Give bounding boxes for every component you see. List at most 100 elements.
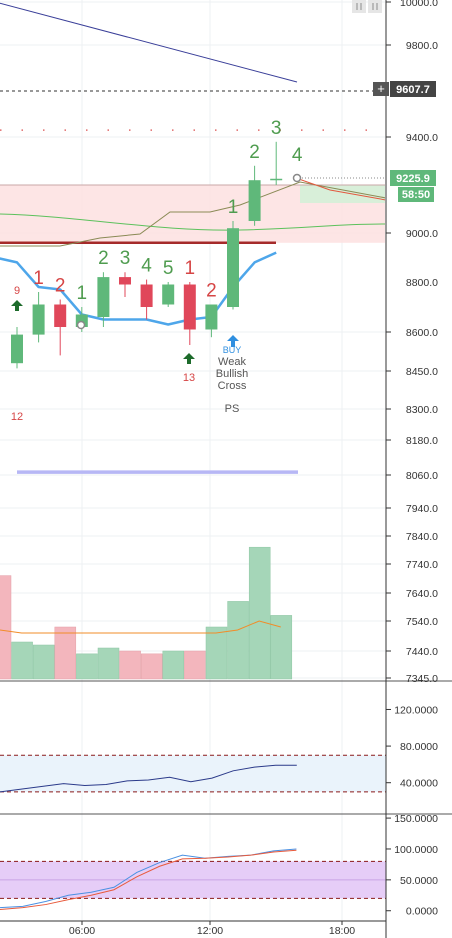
stochastic-tick-label: 150.0000 (394, 813, 438, 825)
candle-body[interactable] (140, 284, 153, 308)
price-tick-label: 7345.0 (406, 673, 438, 685)
candle-body[interactable] (32, 304, 45, 335)
time-tick-label: 06:00 (69, 925, 95, 937)
volume-bar (248, 546, 271, 680)
last-price: 9225.9 (396, 173, 430, 185)
candle-body[interactable] (205, 304, 218, 330)
alert-circle-icon[interactable] (292, 173, 302, 183)
bar-countdown: 58:50 (402, 189, 430, 201)
candle-body[interactable] (248, 180, 261, 221)
crosshair-price-box (390, 81, 436, 97)
chart-grid (0, 0, 386, 920)
volume-bars (0, 546, 293, 680)
candle-body[interactable] (162, 284, 175, 305)
oscillator-tick-label: 120.0000 (394, 704, 438, 716)
volume-bar (205, 626, 228, 680)
volume-bar (32, 644, 55, 680)
price-tick-label: 7940.0 (406, 503, 438, 515)
candle-body[interactable] (54, 304, 67, 328)
lagging-line (0, 181, 385, 247)
price-tick-label: 8600.0 (406, 327, 438, 339)
axis-price-labels: + 9607.7 9225.9 58:50 (373, 81, 436, 202)
plus-icon: + (377, 81, 385, 96)
volume-bar (11, 641, 33, 680)
small-count-label: 9 (14, 285, 20, 297)
td-count-label: 2 (98, 248, 109, 269)
td-count-label: 5 (163, 258, 174, 279)
price-tick-label: 8450.0 (406, 366, 438, 378)
oscillator-panel[interactable]: 120.0000 80.0000 40.0000 (0, 704, 438, 793)
stochastic-panel[interactable]: 150.0000 100.0000 50.0000 0.0000 (0, 813, 438, 918)
indicator-visibility-icon[interactable] (352, 0, 366, 13)
crosshair-plus-box[interactable] (373, 82, 389, 96)
overlay-lines (0, 2, 385, 474)
weak-label: Weak (218, 356, 246, 368)
up-arrow-icon (183, 353, 195, 364)
price-tick-label: 8800.0 (406, 277, 438, 289)
volume-ma-line (0, 620, 281, 634)
candle-body[interactable] (227, 228, 239, 307)
price-tick-label: 8060.0 (406, 470, 438, 482)
price-tick-label: 9400.0 (406, 132, 438, 144)
td-count-label: 2 (206, 281, 217, 302)
price-axis[interactable]: 10000.0 9800.0 9400.0 9000.0 8600.0 8450.0 830… (385, 0, 438, 938)
volume-bar (270, 615, 293, 680)
candle-body[interactable] (97, 277, 110, 317)
volume-bar (227, 601, 249, 680)
buy-label: BUY (223, 345, 242, 355)
volume-bar (76, 653, 98, 680)
price-tick-label: 7740.0 (406, 559, 438, 571)
td-count-label: 1 (33, 268, 44, 289)
td-count-label: 3 (120, 248, 131, 269)
volume-bar (184, 650, 206, 680)
time-axis[interactable]: 06:00 12:00 18:00 (0, 920, 386, 937)
td-count-label: 1 (185, 258, 196, 279)
candle-body[interactable] (11, 334, 23, 364)
volume-bar (0, 575, 12, 680)
cloud-fill-bullish (300, 185, 385, 203)
cloud-band (0, 184, 385, 243)
td-count-label: 1 (228, 197, 239, 218)
cross-label: Cross (218, 380, 247, 392)
td-count-label: 4 (141, 256, 152, 277)
candle-body[interactable] (119, 277, 131, 285)
stochastic-tick-label: 50.0000 (400, 875, 438, 887)
volume-bar (54, 626, 77, 680)
small-count-label: 13 (183, 372, 195, 384)
indicator-lock-icon[interactable] (368, 0, 382, 13)
oscillator-line (0, 764, 297, 793)
alert-circle-icon[interactable] (76, 320, 86, 330)
price-tick-label: 8300.0 (406, 404, 438, 416)
signal-annotations: 9 12 13 BUY Weak Bullish Cross PS (11, 173, 302, 423)
oscillator-tick-label: 80.0000 (400, 741, 438, 753)
upper-trend-line (0, 2, 298, 83)
time-tick-label: 12:00 (197, 925, 223, 937)
candlesticks[interactable] (11, 141, 283, 369)
price-tick-label: 8180.0 (406, 435, 438, 447)
time-tick-label: 18:00 (329, 925, 355, 937)
price-tick-label: 10000.0 (400, 0, 438, 9)
bullish-label: Bullish (216, 368, 248, 380)
last-price-box (390, 170, 436, 186)
td-count-label: 2 (55, 276, 66, 297)
ps-label: PS (225, 403, 240, 415)
td-count-label: 3 (271, 118, 282, 139)
stochastic-line (0, 849, 297, 910)
indicator-toolbar[interactable] (352, 0, 382, 13)
stochastic-tick-label: 100.0000 (394, 844, 438, 856)
td-count-label: 2 (249, 142, 260, 163)
candle-body[interactable] (270, 178, 283, 181)
price-tick-label: 7440.0 (406, 646, 438, 658)
countdown-box (398, 187, 434, 202)
candle-body[interactable] (183, 284, 196, 330)
volume-bar (119, 650, 141, 680)
price-tick-label: 9000.0 (406, 228, 438, 240)
price-tick-label: 9800.0 (406, 40, 438, 52)
td-count-label: 1 (77, 283, 88, 304)
price-tick-label: 7840.0 (406, 531, 438, 543)
price-tick-label: 7640.0 (406, 588, 438, 600)
red-forward-line (295, 177, 385, 201)
